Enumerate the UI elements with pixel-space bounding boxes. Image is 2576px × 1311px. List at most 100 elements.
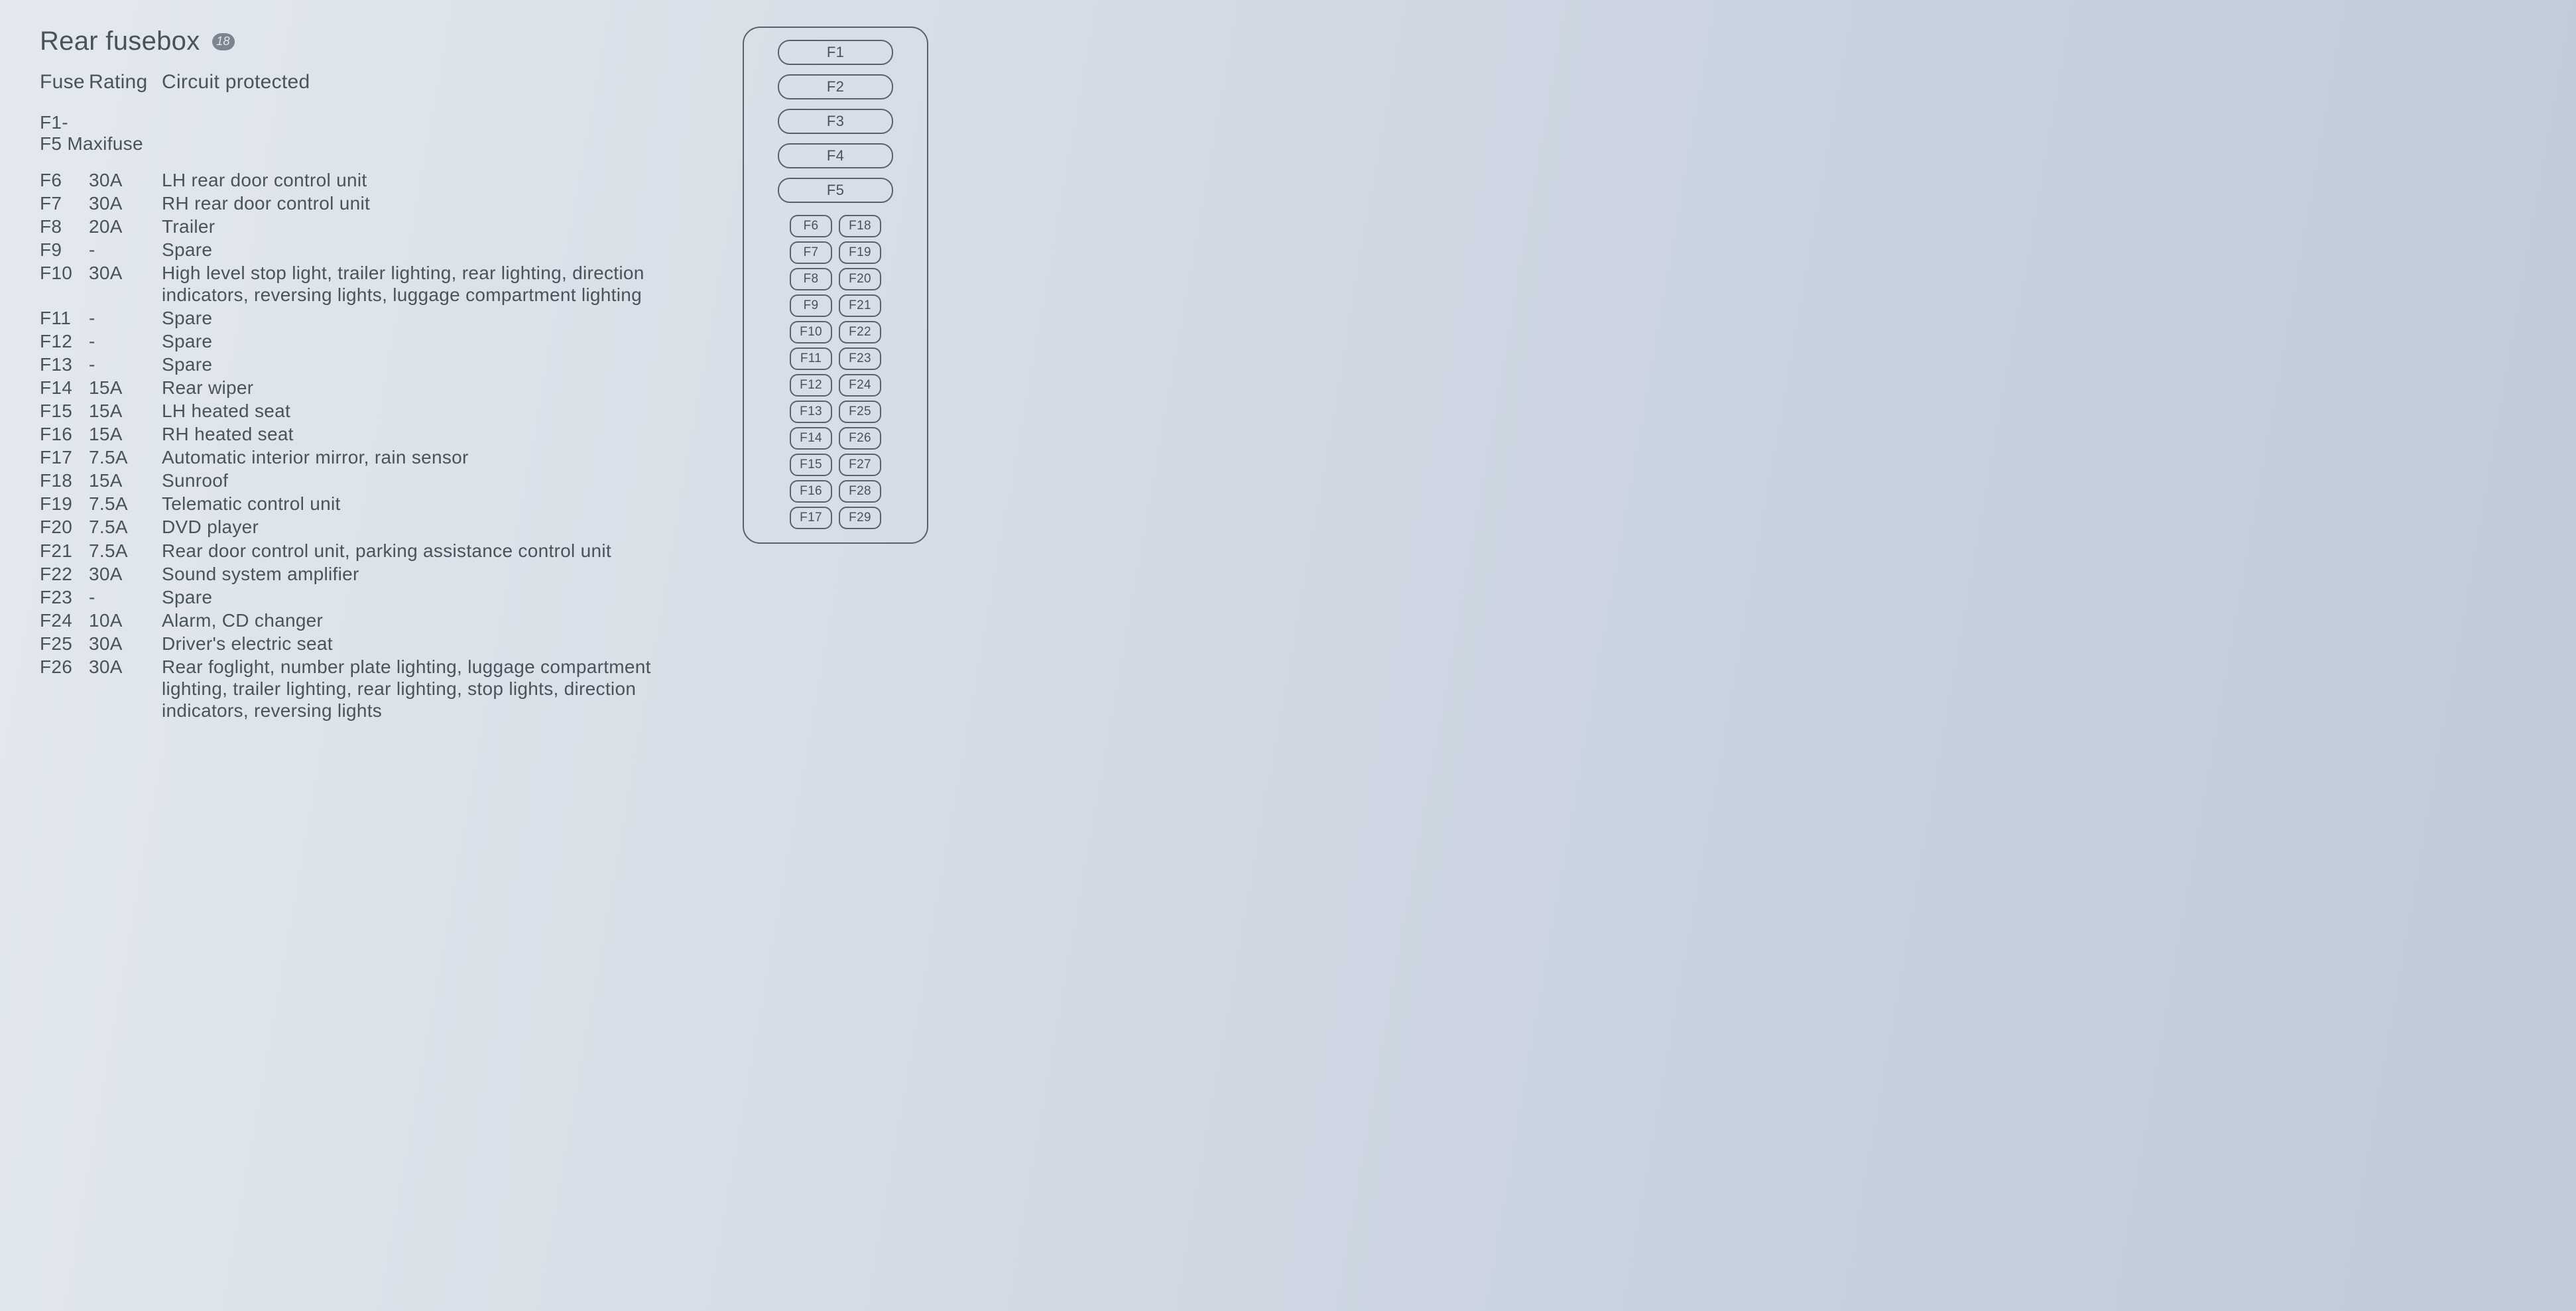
fuse-circuit: Sound system amplifier [162,563,703,585]
column-headers: Fuse Rating Circuit protected [40,71,703,94]
fuse-rating: 15A [89,377,162,399]
small-slot: F16 [790,480,832,503]
small-slot: F7 [790,241,832,264]
fuse-circuit: Spare [162,330,703,352]
small-slot: F14 [790,427,832,450]
small-slot: F19 [839,241,881,264]
fuse-circuit: Spare [162,353,703,375]
maxi-slot: F1 [778,40,893,65]
small-slot: F27 [839,454,881,476]
small-slot: F21 [839,294,881,317]
fuse-id: F13 [40,353,89,375]
fuse-rating: 30A [89,169,162,191]
fuse-id: F7 [40,192,89,214]
fuse-circuit: Automatic interior mirror, rain sensor [162,446,703,468]
fuse-rating: - [89,353,162,375]
maxi-slot: F2 [778,74,893,99]
fuse-id: F16 [40,423,89,445]
fuse-rating: 7.5A [89,493,162,515]
small-slot: F29 [839,507,881,529]
small-slot: F28 [839,480,881,503]
small-slot: F17 [790,507,832,529]
small-slot: F10 [790,321,832,343]
title-badge: 18 [212,33,235,50]
fuse-table: F630ALH rear door control unitF730ARH re… [40,169,703,721]
fuse-circuit: LH rear door control unit [162,169,703,191]
fuse-circuit: Sunroof [162,469,703,491]
fuse-rating: 15A [89,423,162,445]
small-slot: F12 [790,374,832,397]
fuse-listing: Rear fusebox 18 Fuse Rating Circuit prot… [40,27,703,721]
fuse-id: F23 [40,586,89,608]
fuse-id: F8 [40,216,89,237]
small-slot: F20 [839,268,881,290]
fuse-id: F24 [40,609,89,631]
fuse-rating: 30A [89,656,162,721]
small-slot: F8 [790,268,832,290]
fuse-id: F22 [40,563,89,585]
page-title: Rear fusebox [40,27,200,56]
page: Rear fusebox 18 Fuse Rating Circuit prot… [40,27,2536,721]
small-slot: F18 [839,215,881,237]
header-rating: Rating [89,71,162,94]
fuse-circuit: Spare [162,239,703,261]
maxifuse-range-text: F1-F5 [40,112,68,154]
fuse-id: F15 [40,400,89,422]
fuse-circuit: Driver's electric seat [162,633,703,655]
maxi-slot: F3 [778,109,893,134]
fuse-circuit: LH heated seat [162,400,703,422]
fuse-circuit: Telematic control unit [162,493,703,515]
header-circuit: Circuit protected [162,71,703,94]
fuse-rating: 7.5A [89,446,162,468]
fuse-circuit: RH heated seat [162,423,703,445]
fuse-rating: 30A [89,192,162,214]
fuse-circuit: High level stop light, trailer lighting,… [162,262,703,306]
fusebox-diagram: F1F2F3F4F5 F6F7F8F9F10F11F12F13F14F15F16… [743,27,928,544]
fuse-rating: - [89,330,162,352]
fuse-rating: 30A [89,262,162,306]
fuse-id: F19 [40,493,89,515]
fuse-circuit: Spare [162,586,703,608]
fuse-id: F14 [40,377,89,399]
fuse-id: F17 [40,446,89,468]
fuse-circuit: Spare [162,307,703,329]
fuse-id: F20 [40,516,89,538]
title-row: Rear fusebox 18 [40,27,703,56]
small-slot: F9 [790,294,832,317]
fuse-id: F6 [40,169,89,191]
small-slot: F22 [839,321,881,343]
fuse-circuit: DVD player [162,516,703,538]
fuse-circuit: Alarm, CD changer [162,609,703,631]
small-slot: F6 [790,215,832,237]
fuse-id: F18 [40,469,89,491]
fuse-id: F25 [40,633,89,655]
maxi-slot: F4 [778,143,893,168]
fuse-id: F26 [40,656,89,721]
small-slot: F13 [790,401,832,423]
fuse-rating: 7.5A [89,540,162,562]
fuse-id: F9 [40,239,89,261]
maxifuse-range: F1-F5 Maxifuse [40,112,162,155]
small-slot: F26 [839,427,881,450]
fuse-id: F11 [40,307,89,329]
fuse-rating: 20A [89,216,162,237]
fuse-rating: 10A [89,609,162,631]
fuse-rating: - [89,307,162,329]
fuse-id: F12 [40,330,89,352]
small-slot: F25 [839,401,881,423]
fuse-circuit: Rear door control unit, parking assistan… [162,540,703,562]
fuse-circuit: Rear wiper [162,377,703,399]
fuse-rating: 7.5A [89,516,162,538]
fuse-rating: 30A [89,633,162,655]
fuse-id: F21 [40,540,89,562]
maxifuse-row: F1-F5 Maxifuse [40,112,703,155]
fuse-rating: 15A [89,469,162,491]
fuse-rating: - [89,586,162,608]
fuse-rating: - [89,239,162,261]
small-fuse-grid: F6F7F8F9F10F11F12F13F14F15F16F17F18F19F2… [790,215,881,529]
maxifuse-slots: F1F2F3F4F5 [755,40,916,203]
small-slot: F11 [790,347,832,370]
fuse-circuit: Trailer [162,216,703,237]
header-fuse: Fuse [40,71,89,94]
small-slot: F24 [839,374,881,397]
